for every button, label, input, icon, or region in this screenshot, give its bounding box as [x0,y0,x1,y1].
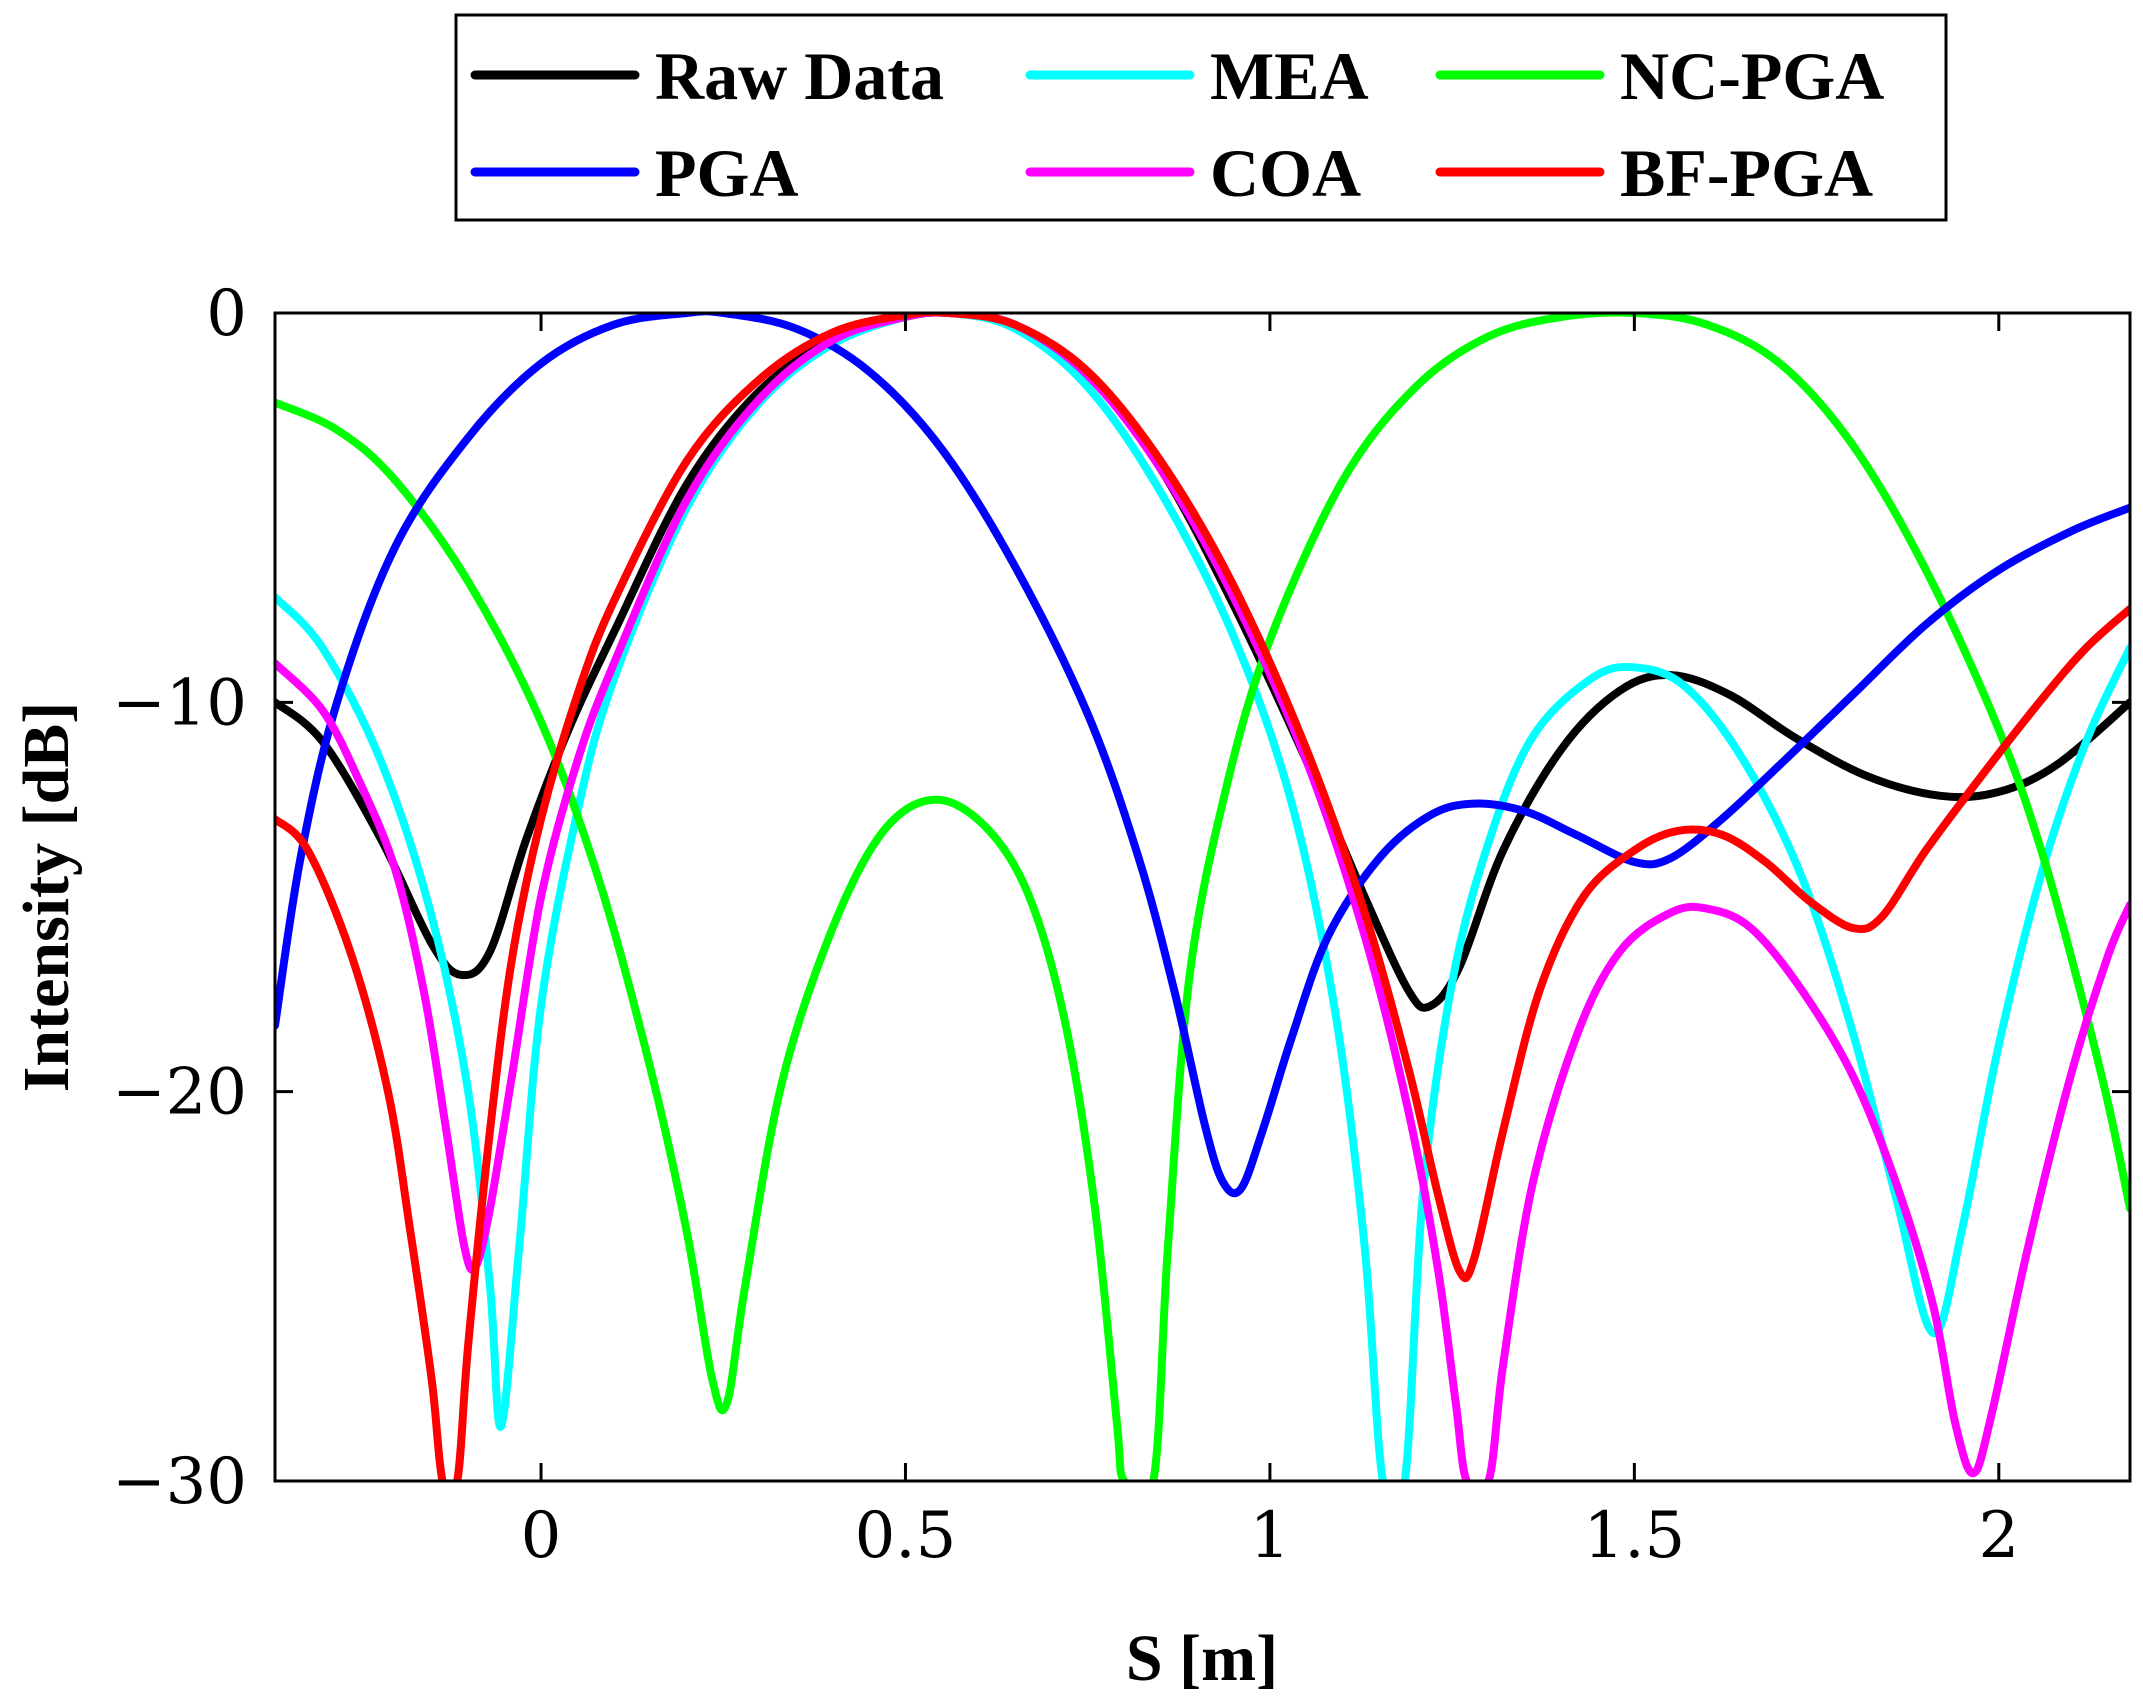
x-tick-label: 0.5 [855,1499,957,1573]
ticks-layer: 0 0.5 1 1.5 2 0 −10 −20 −30 [112,277,2130,1573]
legend-label-nc-pga: NC-PGA [1620,38,1884,114]
legend-label-bf-pga: BF-PGA [1620,135,1873,211]
y-tick-label: −30 [112,1445,247,1519]
y-tick-label: 0 [206,277,247,351]
legend: Raw Data MEA NC-PGA PGA COA BF-PGA [454,13,1948,222]
x-tick-label: 2 [1978,1499,2019,1573]
y-tick-label: −10 [112,666,247,740]
series-layer [275,313,2130,1481]
series-line-coa [275,313,2130,1481]
legend-label-raw-data: Raw Data [655,38,944,114]
legend-label-mea: MEA [1210,38,1369,114]
x-tick-label: 1.5 [1583,1499,1685,1573]
series-line-pga [275,313,2130,1198]
x-tick-label: 0 [521,1499,562,1573]
y-axis-label: Intensity [dB] [10,702,83,1093]
series-line-nc-pga [275,313,2130,1481]
x-axis-label: S [m] [1126,1622,1278,1695]
legend-box [454,13,1948,222]
x-tick-label: 1 [1250,1499,1291,1573]
plot-frame [273,311,2132,1483]
y-tick-label: −20 [112,1056,247,1130]
legend-label-coa: COA [1210,135,1361,211]
legend-label-pga: PGA [655,135,799,211]
